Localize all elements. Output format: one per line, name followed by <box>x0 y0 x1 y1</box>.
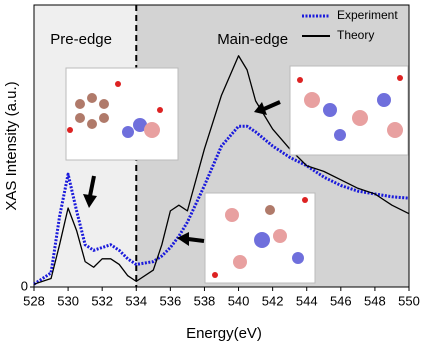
x-tick-label: 546 <box>330 293 352 308</box>
x-tick-label: 530 <box>57 293 79 308</box>
x-tick-label: 536 <box>160 293 182 308</box>
series-line <box>33 124 410 286</box>
y-tick-label: 0 <box>21 278 28 293</box>
x-tick-label: 528 <box>23 293 45 308</box>
x-tick-label: 532 <box>91 293 113 308</box>
x-tick-label: 538 <box>194 293 216 308</box>
inset-main-edge <box>289 65 409 156</box>
x-axis-label: Energy(eV) <box>186 325 262 342</box>
x-tick-label: 540 <box>228 293 250 308</box>
region-label: Main-edge <box>217 31 288 48</box>
legend-label: Theory <box>337 28 374 42</box>
x-tick-label: 542 <box>262 293 284 308</box>
series-line <box>33 55 410 285</box>
legend-label: Experiment <box>337 8 398 22</box>
x-tick-label: 550 <box>398 293 420 308</box>
x-tick-label: 534 <box>125 293 147 308</box>
arrows <box>83 100 281 246</box>
region-label: Pre-edge <box>50 31 112 48</box>
x-tick-label: 548 <box>364 293 386 308</box>
legend: Experiment Theory <box>302 8 398 42</box>
inset-pre-edge <box>65 67 179 161</box>
inset-edge-onset <box>204 192 316 284</box>
y-axis-label: XAS Intensity (a.u.) <box>3 81 20 210</box>
plot-frame <box>33 4 410 288</box>
x-tick-label: 544 <box>296 293 318 308</box>
insets <box>65 65 409 284</box>
